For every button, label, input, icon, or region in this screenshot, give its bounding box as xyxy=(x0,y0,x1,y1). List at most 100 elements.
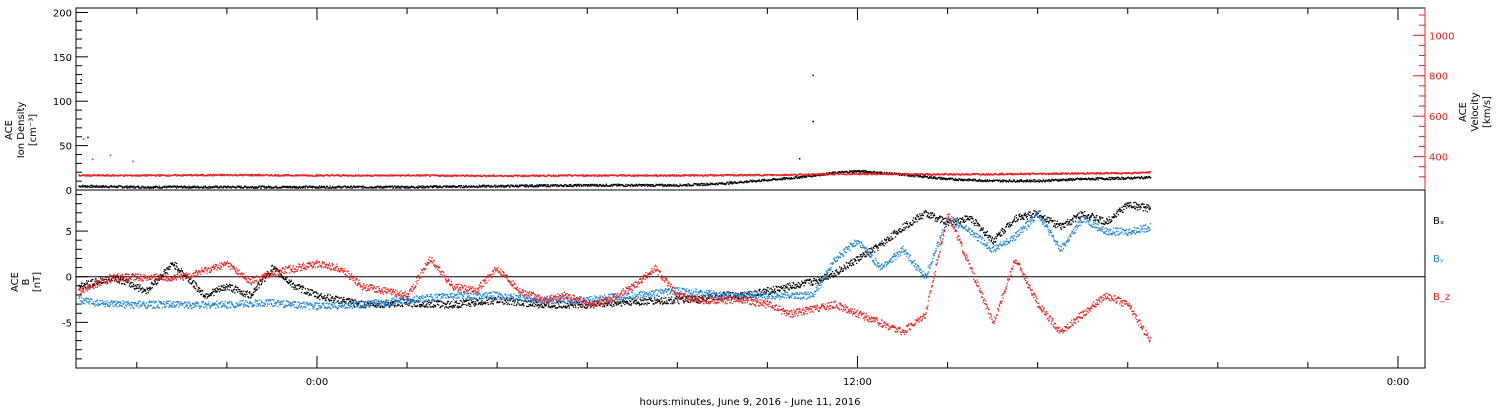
top-series-velocity-point xyxy=(160,174,163,176)
top-series-velocity-point xyxy=(832,172,835,175)
top-series-velocity-point xyxy=(403,174,405,176)
top-series-density-point xyxy=(115,186,117,188)
top-series-velocity-point xyxy=(472,175,474,177)
top-series-velocity-point xyxy=(1073,172,1075,175)
bottom-series-Bx-point xyxy=(318,295,320,298)
bottom-series-Bx-point xyxy=(299,285,301,288)
top-series-velocity-point xyxy=(1013,173,1015,176)
bottom-series-Bx-point xyxy=(233,288,235,290)
bottom-series-Bx-point xyxy=(343,296,345,299)
top-series-density-point xyxy=(552,184,555,186)
bottom-series-Bx-point xyxy=(156,283,158,285)
bottom-series-Bx-point xyxy=(141,287,144,289)
top-series-velocity-point xyxy=(598,175,601,177)
bottom-series-Bx-point xyxy=(337,296,339,298)
bottom-series-Bx-point xyxy=(244,293,246,296)
top-series-density-point xyxy=(223,185,225,187)
bottom-series-Bx-point xyxy=(278,275,280,277)
top-series-density-point xyxy=(745,181,748,183)
top-series-density-point xyxy=(190,187,192,189)
top-series-density-point xyxy=(391,185,393,187)
bottom-series-Bx-point xyxy=(405,302,407,304)
bottom-series-Bx-point xyxy=(407,304,409,306)
top-series-density-point xyxy=(853,171,855,174)
top-series-velocity-point xyxy=(914,173,916,175)
top-series-velocity-point xyxy=(104,174,106,177)
top-series-velocity-point xyxy=(947,174,950,176)
top-series-velocity-point xyxy=(669,174,671,176)
top-series-velocity-point xyxy=(546,175,548,177)
bottom-series-Bx-point xyxy=(293,288,295,290)
top-series-density-point xyxy=(733,182,736,184)
bottom-series-Bx-point xyxy=(136,287,139,289)
top-series-velocity-point xyxy=(723,175,725,177)
bottom-series-Bx-point xyxy=(328,300,330,302)
top-series-velocity-point xyxy=(552,175,554,177)
bottom-series-Bx-point xyxy=(167,267,169,269)
top-series-velocity-point xyxy=(758,173,760,176)
top-series-density-point xyxy=(538,184,541,186)
top-series-velocity-point xyxy=(106,174,109,176)
top-series-density-point xyxy=(183,185,185,187)
bottom-series-Bx-point xyxy=(474,302,476,305)
bottom-series-Bx-point xyxy=(153,283,155,286)
bottom-series-Bx-point xyxy=(349,298,351,300)
bottom-series-Bx-point xyxy=(292,282,294,284)
top-series-velocity-point xyxy=(202,175,204,177)
top-series-density-point xyxy=(102,185,104,187)
top-series-velocity-point xyxy=(966,173,968,175)
top-series-density-point xyxy=(941,178,943,181)
top-series-density-point xyxy=(997,180,999,182)
bottom-series-Bx-point xyxy=(327,293,329,295)
top-series-density-point xyxy=(422,187,424,189)
top-series-density-point xyxy=(1053,179,1056,182)
top-series-velocity-point xyxy=(366,174,369,176)
top-series-density-point xyxy=(323,186,325,188)
density-outlier-point xyxy=(812,74,814,77)
top-series-velocity-point xyxy=(691,174,693,177)
top-series-density-point xyxy=(112,186,115,188)
top-series-density-point xyxy=(652,185,654,187)
top-series-density-point xyxy=(389,186,391,188)
top-series-density-point xyxy=(155,186,157,189)
top-series-density-point xyxy=(586,185,589,187)
bottom-series-Bx-point xyxy=(432,305,434,308)
top-series-density-point xyxy=(293,187,295,189)
top-series-density-point xyxy=(236,186,238,188)
top-series-density-point xyxy=(169,186,171,188)
bottom-series-Bx-point xyxy=(393,300,395,303)
bottom-series-Bx-point xyxy=(266,275,268,277)
top-series-velocity-point xyxy=(1016,174,1018,176)
bottom-series-Bx-point xyxy=(347,298,349,301)
top-series-velocity-point xyxy=(296,174,298,176)
top-series-velocity-point xyxy=(90,174,92,177)
top-series-density-point xyxy=(445,185,448,187)
density-outlier-point xyxy=(798,158,801,160)
bottom-series-Bx-point xyxy=(469,303,471,305)
bottom-series-Bx-point xyxy=(321,296,323,298)
top-series-velocity-point xyxy=(487,175,489,177)
top-series-velocity-point xyxy=(345,175,347,177)
bottom-series-Bx-point xyxy=(439,301,441,303)
bottom-series-Bx-point xyxy=(143,288,145,290)
top-series-density-point xyxy=(575,184,577,186)
top-series-density-point xyxy=(673,183,675,186)
top-series-velocity-point xyxy=(942,173,944,175)
bottom-series-Bx-point xyxy=(475,303,477,305)
top-series-density-point xyxy=(184,187,186,189)
top-series-velocity-point xyxy=(927,173,929,175)
top-series-density-point xyxy=(819,175,821,177)
top-series-density-point xyxy=(485,186,488,188)
top-series-velocity-point xyxy=(656,174,658,176)
top-series-density-point xyxy=(634,185,636,187)
bottom-series-Bx-point xyxy=(391,302,393,304)
top-series-density-point xyxy=(143,186,145,188)
top-series-density-point xyxy=(970,178,972,181)
top-series-velocity-point xyxy=(1110,173,1112,175)
top-series-velocity-point xyxy=(139,174,141,176)
bottom-series-Bx-point xyxy=(271,265,273,267)
top-series-velocity-point xyxy=(344,174,346,176)
top-series-velocity-point xyxy=(1022,173,1024,175)
top-series-density-point xyxy=(311,187,313,189)
top-left-ylabel-line3: [cm⁻³] xyxy=(28,114,39,146)
